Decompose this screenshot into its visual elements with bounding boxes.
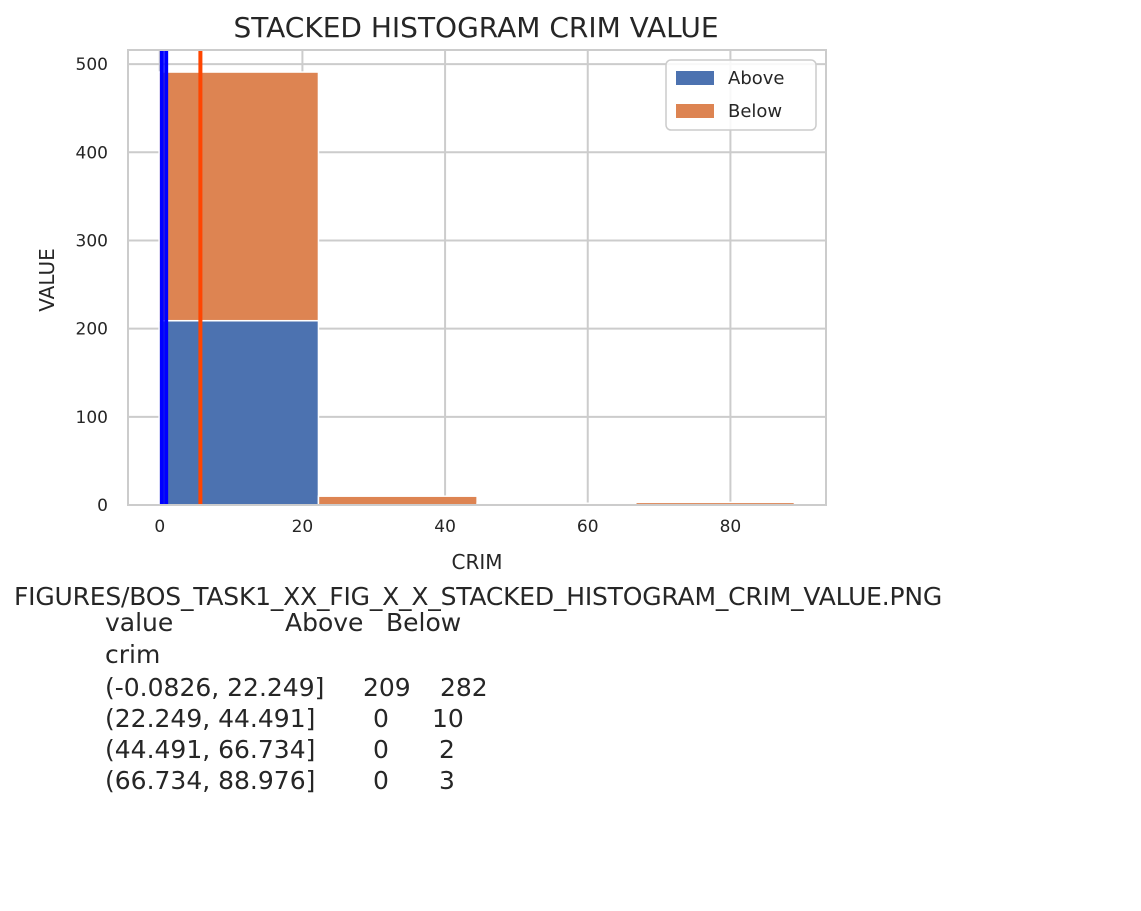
table-cell-above: 0	[373, 704, 389, 733]
table-cell-below: 282	[440, 673, 488, 702]
x-tick-label: 0	[154, 517, 165, 537]
y-tick-label: 400	[76, 143, 108, 163]
x-tick-label: 40	[434, 517, 456, 537]
table-header-value: value	[105, 608, 174, 637]
bar-below-bin-0	[158, 71, 320, 322]
table-cell-above: 209	[363, 673, 411, 702]
y-tick-label: 100	[76, 408, 108, 428]
x-tick-label: 20	[292, 517, 314, 537]
bars	[158, 71, 796, 506]
table-cell-above: 0	[373, 735, 389, 764]
tick-labels: 0 20 40 60 80 0 100 200 300 400 500	[76, 55, 742, 537]
table-cell-below: 2	[439, 735, 455, 764]
chart-title: STACKED HISTOGRAM CRIM VALUE	[233, 11, 718, 44]
table-row-label: (44.491, 66.734]	[105, 735, 316, 764]
table-cell-below: 3	[439, 766, 455, 795]
legend-swatch-below	[676, 104, 714, 118]
legend-label-above: Above	[728, 68, 784, 89]
table-cell-below: 10	[432, 704, 464, 733]
x-tick-label: 60	[577, 517, 599, 537]
table-row-label: (-0.0826, 22.249]	[105, 673, 325, 702]
y-tick-label: 0	[97, 496, 108, 516]
figure-path-caption: FIGURES/BOS_TASK1_XX_FIG_X_X_STACKED_HIS…	[14, 582, 943, 611]
table-row: (-0.0826, 22.249] 209 282	[105, 673, 488, 705]
y-axis-label: VALUE	[35, 248, 59, 312]
table-index-name: crim	[105, 640, 161, 669]
legend: Above Below	[665, 59, 817, 131]
table-row: (22.249, 44.491] 0 10	[105, 704, 464, 736]
table-row-label: (22.249, 44.491]	[105, 704, 316, 733]
table-header-row: value Above Below	[105, 608, 461, 640]
table-cell-above: 0	[373, 766, 389, 795]
table-row-label: (66.734, 88.976]	[105, 766, 316, 795]
legend-swatch-above	[676, 71, 714, 85]
y-tick-label: 200	[76, 320, 108, 340]
table-index-name-row: crim	[105, 640, 160, 672]
x-tick-label: 80	[720, 517, 742, 537]
table-header-below: Below	[386, 608, 462, 637]
bar-below-bin-1	[317, 495, 478, 506]
table-row: (44.491, 66.734] 0 2	[105, 735, 455, 767]
legend-label-below: Below	[728, 101, 782, 122]
axes-frame	[127, 49, 827, 506]
x-axis-label: CRIM	[451, 550, 502, 574]
y-tick-label: 300	[76, 231, 108, 251]
histogram-chart: 0 20 40 60 80 0 100 200 300 400 500 STACKED HISTOG…	[35, 11, 827, 574]
table-row: (66.734, 88.976] 0 3	[105, 766, 455, 798]
table-header-above: Above	[285, 608, 364, 637]
y-tick-label: 500	[76, 55, 108, 75]
reference-lines	[159, 50, 203, 505]
bar-above-bin-0	[158, 319, 320, 506]
